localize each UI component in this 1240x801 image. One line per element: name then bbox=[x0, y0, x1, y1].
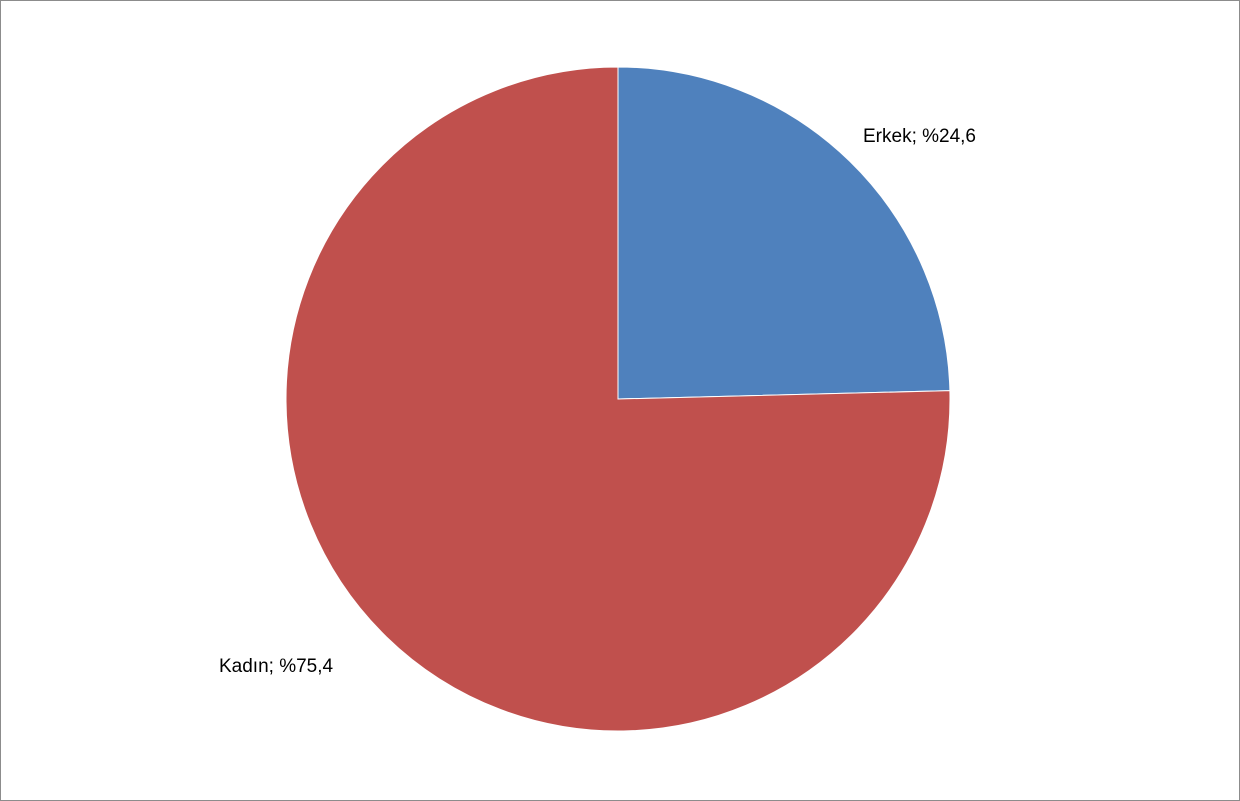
pie-slice-kad-n bbox=[285, 66, 951, 732]
pie-data-labels: Erkek; %24,6 Kadın; %75,4 bbox=[219, 126, 976, 677]
pie-slices bbox=[285, 66, 951, 732]
data-label-erkek: Erkek; %24,6 bbox=[863, 126, 976, 147]
pie-slice-erkek bbox=[617, 66, 951, 400]
data-label-kad-n: Kadın; %75,4 bbox=[219, 656, 334, 677]
